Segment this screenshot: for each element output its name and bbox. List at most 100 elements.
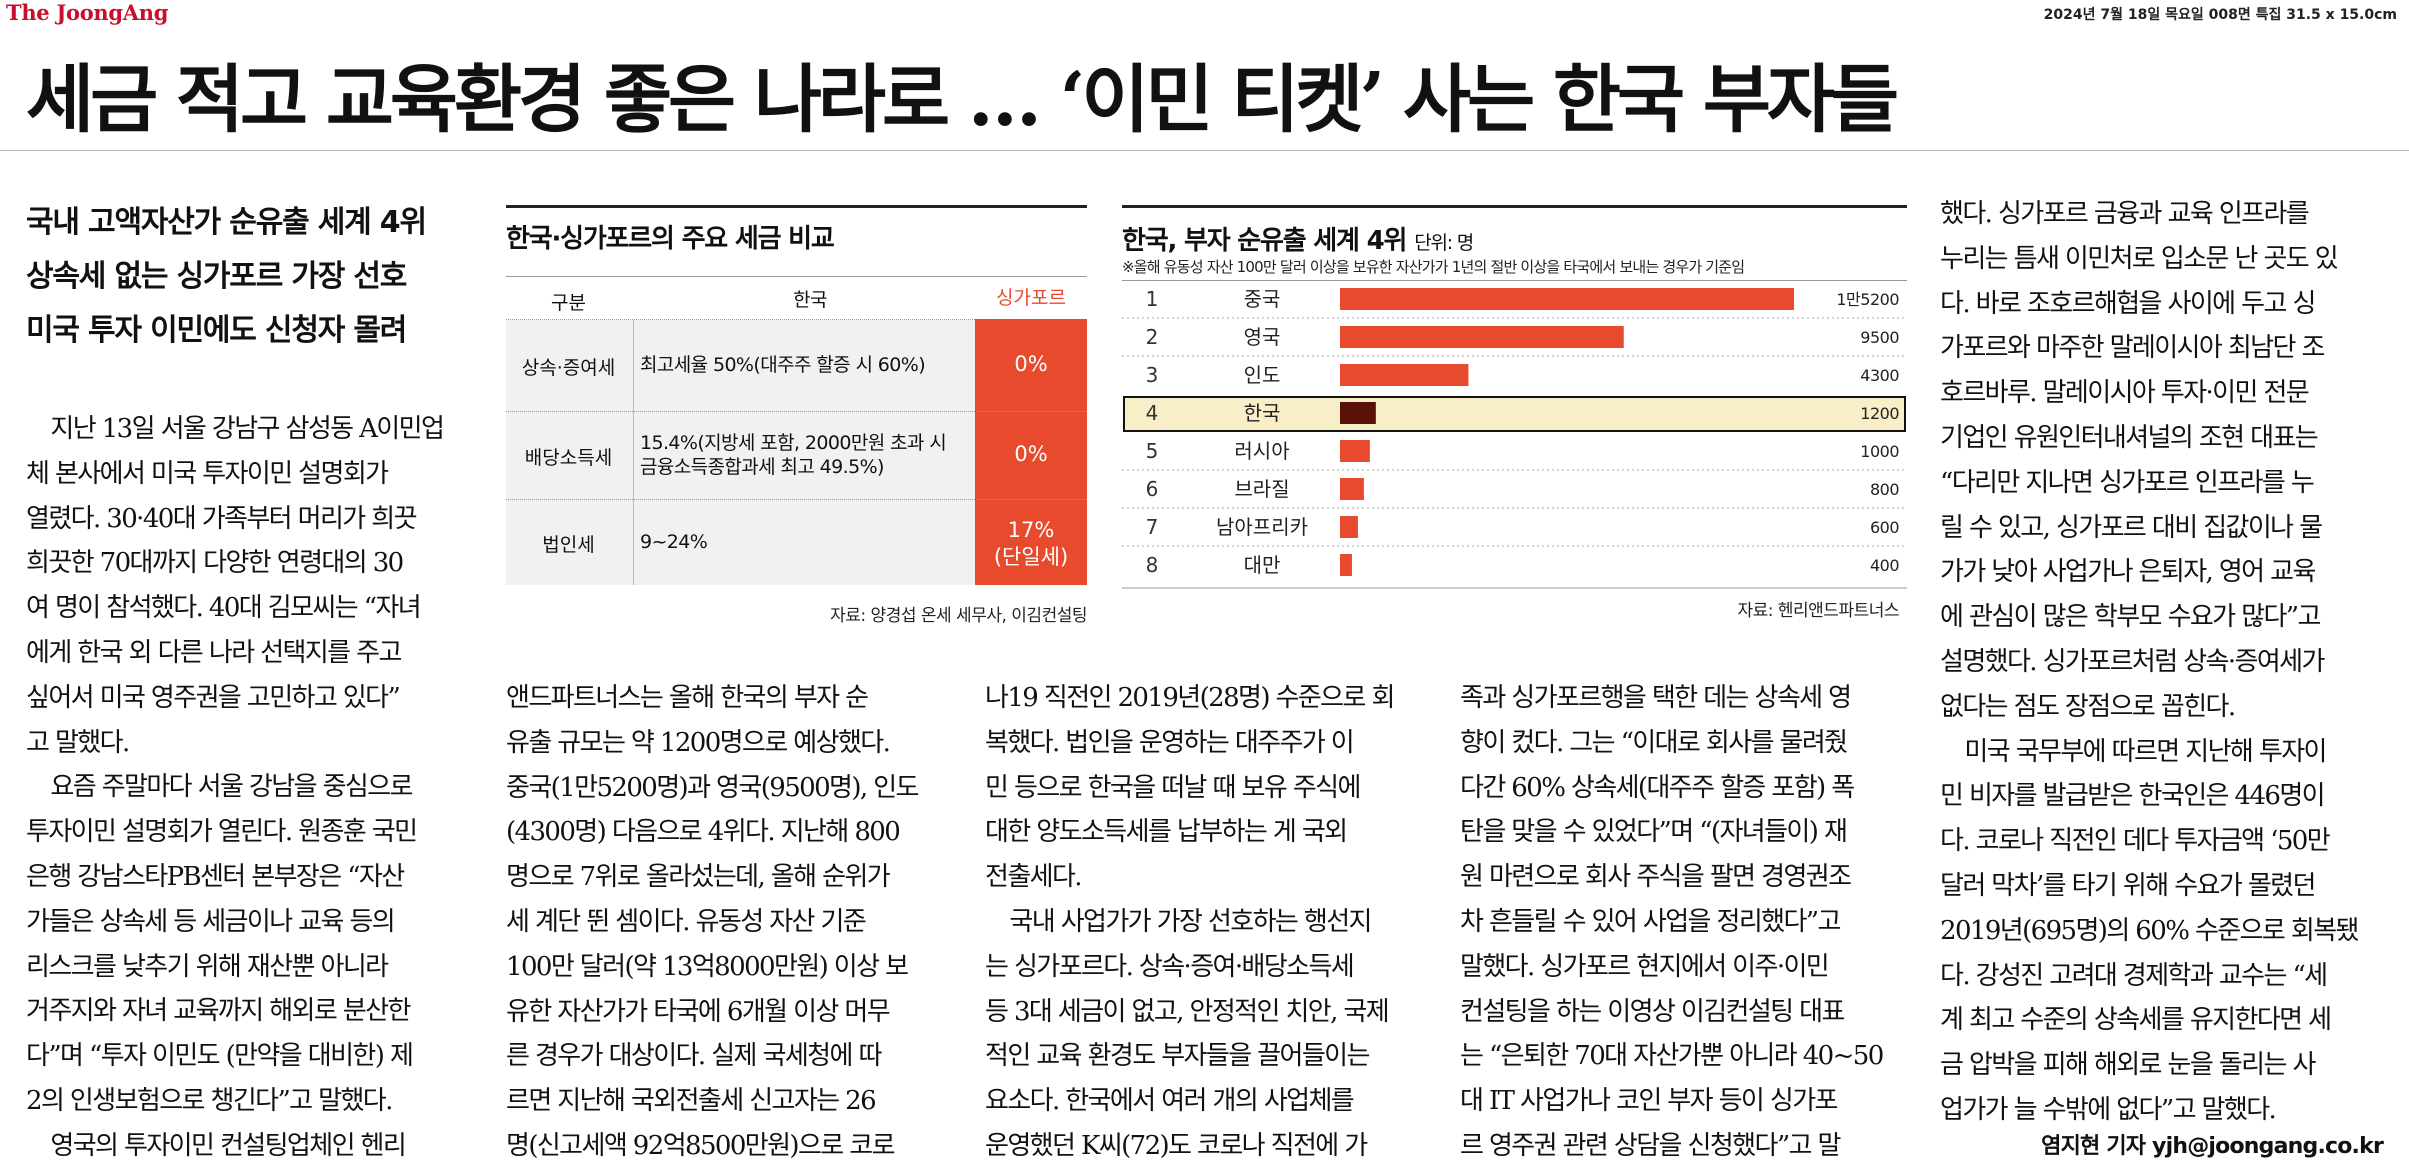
body-line: 족과 싱가포르행을 택한 데는 상속세 영 <box>1460 683 1852 713</box>
body-line: 요즘 주말마다 서울 강남을 중심으로 <box>26 772 413 803</box>
subhead-3: 미국 투자 이민에도 신청자 몰려 <box>26 313 407 348</box>
body-line: 대 IT 사업가나 코인 부자 등이 싱가포 <box>1460 1086 1838 1117</box>
body-line: 싶어서 미국 영주권을 고민하고 있다” <box>26 682 401 713</box>
rank-label: 5 <box>1146 439 1159 463</box>
row-singapore: 0% <box>1014 352 1048 376</box>
bar <box>1340 402 1376 424</box>
headline: 세금 적고 교육환경 좋은 나라로 … ‘이민 티켓’ 사는 한국 부자들 <box>26 57 1899 143</box>
body-line: 에게 한국 외 다른 나라 선택지를 주고 <box>26 637 402 668</box>
subheads: 국내 고액자산가 순유출 세계 4위 상속세 없는 싱가포르 가장 선호 미국 … <box>26 196 486 358</box>
body-line: 앤드파트너스는 올해 한국의 부자 순 <box>506 683 869 713</box>
body-line: 금 압박을 피해 해외로 눈을 돌리는 사 <box>1940 1050 2316 1081</box>
table-divider <box>633 277 634 585</box>
chart-box-rule <box>1122 205 1907 208</box>
row-label: 법인세 <box>542 534 595 556</box>
body-line: 원 마련으로 회사 주식을 팔면 경영권조 <box>1460 862 1852 893</box>
tax-table: 구분 한국 싱가포르 상속·증여세 최고세율 50%(대주주 할증 시 60%)… <box>506 276 1087 585</box>
body-line: 탄을 맞을 수 있었다”며 “(자녀들이) 재 <box>1460 817 1848 848</box>
tax-table-title: 한국·싱가포르의 주요 세금 비교 <box>506 224 835 254</box>
row-label: 상속·증여세 <box>521 357 616 379</box>
body-line: 적인 교육 환경도 부자들을 끌어들이는 <box>985 1041 1370 1072</box>
rank-label: 6 <box>1146 477 1159 501</box>
chart-title: 한국, 부자 순유출 세계 4위 <box>1122 226 1407 256</box>
value-label: 400 <box>1870 556 1899 575</box>
body-line: 호르바루. 말레이시아 투자·이민 전문 <box>1940 378 2310 409</box>
body-line: 투자이민 설명회가 열린다. 원종훈 국민 <box>26 817 418 848</box>
body-line: 릴 수 있고, 싱가포르 대비 집값이나 물 <box>1940 512 2323 543</box>
rank-label: 3 <box>1146 363 1159 387</box>
chart-source: 자료: 헨리앤드파트너스 <box>1737 601 1899 621</box>
tax-table-source: 자료: 양경섭 온세 세무사, 이김컨설팅 <box>830 606 1087 626</box>
body-line: 민 비자를 발급받은 한국인은 446명이 <box>1940 781 2326 812</box>
value-label: 9500 <box>1860 328 1899 347</box>
body-line: 체 본사에서 미국 투자이민 설명회가 <box>26 458 389 489</box>
body-line: 100만 달러(약 13억8000만원) 이상 보 <box>506 951 909 982</box>
body-line: 기업인 유원인터내셔널의 조현 대표는 <box>1940 422 2319 453</box>
row-korea: 9~24% <box>640 531 708 553</box>
row-singapore: 17% <box>1007 518 1055 542</box>
value-label: 4300 <box>1860 366 1899 385</box>
body-line: 중국(1만5200명)과 영국(9500명), 인도 <box>506 772 919 803</box>
body-line: (4300명) 다음으로 4위다. 지난해 800 <box>506 817 901 848</box>
subhead-2: 상속세 없는 싱가포르 가장 선호 <box>26 259 407 294</box>
chart-title-wrap: 한국, 부자 순유출 세계 4위 단위: 명 <box>1122 220 1907 256</box>
body-line: 요소다. 한국에서 여러 개의 사업체를 <box>985 1086 1355 1117</box>
outflow-chart-box: 한국, 부자 순유출 세계 4위 단위: 명 ※올해 유동성 자산 100만 달러… <box>1122 205 1907 621</box>
body-line: 는 “은퇴한 70대 자산가뿐 아니라 40~50 <box>1460 1041 1884 1072</box>
body-line: 지난 13일 서울 강남구 삼성동 A이민업 <box>26 414 444 444</box>
body-column-3: 나19 직전인 2019년(28명) 수준으로 회 복했다. 법인을 운영하는 대… <box>985 676 1440 1169</box>
bar-chart: 1 중국 1만5200 2 영국 9500 3 인도 4300 4 한국 1200 5 러시아 1000 6 브… <box>1122 280 1907 589</box>
body-line: 컨설팅을 하는 이영상 이김컨설팅 대표 <box>1460 996 1845 1027</box>
body-line: 르 영주권 관련 상담을 신청했다”고 말 <box>1460 1130 1841 1161</box>
rank-label: 7 <box>1146 515 1159 539</box>
body-line: 2의 인생보험으로 챙긴다”고 말했다. <box>26 1085 393 1116</box>
singapore-column <box>975 277 1087 585</box>
body-line: 누리는 틈새 이민처로 입소문 난 곳도 있 <box>1940 243 2339 274</box>
headline-rule <box>0 150 2409 151</box>
table-row: 법인세 9~24% <box>506 499 1087 585</box>
body-line: 여 명이 참석했다. 40대 김모씨는 “자녀 <box>26 593 422 624</box>
category-label: 브라질 <box>1234 477 1289 501</box>
body-line: 가들은 상속세 등 세금이나 교육 등의 <box>26 906 396 937</box>
body-line: 없다는 점도 장점으로 꼽힌다. <box>1940 691 2236 722</box>
body-line: 명으로 7위로 올라섰는데, 올해 순위가 <box>506 862 891 893</box>
brand-logo: The JoongAng <box>6 0 169 25</box>
body-line: 가포르와 마주한 말레이시아 최남단 조 <box>1940 333 2325 364</box>
body-line: 나19 직전인 2019년(28명) 수준으로 회 <box>985 683 1395 713</box>
category-label: 인도 <box>1244 363 1281 387</box>
category-label: 대만 <box>1244 553 1281 577</box>
body-line: 다. 코로나 직전인 데다 투자금액 ‘50만 <box>1940 826 2331 857</box>
value-label: 800 <box>1870 480 1899 499</box>
category-label: 남아프리카 <box>1216 515 1308 539</box>
value-label: 1만5200 <box>1836 290 1899 309</box>
body-line: 계 최고 수준의 상속세를 유지한다면 세 <box>1940 1005 2332 1036</box>
body-line: 영국의 투자이민 컨설팅업체인 헨리 <box>26 1130 406 1161</box>
bar <box>1340 554 1352 576</box>
chart-unit: 단위: 명 <box>1414 232 1474 254</box>
body-line: 민 등으로 한국을 떠날 때 보유 주식에 <box>985 772 1361 803</box>
bar <box>1340 364 1469 386</box>
body-line: 했다. 싱가포르 금융과 교육 인프라를 <box>1940 199 2310 229</box>
value-label: 1000 <box>1860 442 1899 461</box>
body-line: 르면 지난해 국외전출세 신고자는 26 <box>506 1086 877 1117</box>
body-line: 대한 양도소득세를 납부하는 게 국외 <box>985 817 1348 848</box>
body-line: 다. 바로 조호르해협을 사이에 두고 싱 <box>1940 288 2316 319</box>
body-line: 국내 사업가가 가장 선호하는 행선지 <box>985 906 1372 937</box>
bar <box>1340 326 1624 348</box>
body-column-2: 앤드파트너스는 올해 한국의 부자 순 유출 규모는 약 1200명으로 예상했다… <box>506 676 961 1169</box>
body-line: 향이 컸다. 그는 “이대로 회사를 물려줬 <box>1460 727 1848 758</box>
rank-label: 4 <box>1146 401 1159 425</box>
body-line: 는 싱가포르다. 상속·증여·배당소득세 <box>985 951 1355 982</box>
row-korea: 최고세율 50%(대주주 할증 시 60%) <box>640 354 926 376</box>
body-line: 차 흔들릴 수 있어 사업을 정리했다”고 <box>1460 906 1841 937</box>
body-line: “다리만 지나면 싱가포르 인프라를 누 <box>1940 467 2315 498</box>
body-line: 명(신고세액 92억8500만원)으로 코로 <box>506 1130 896 1161</box>
value-label: 1200 <box>1860 404 1899 423</box>
body-line: 달러 막차’를 타기 위해 수요가 몰렸던 <box>1940 870 2316 901</box>
rank-label: 2 <box>1146 325 1159 349</box>
row-label: 배당소득세 <box>524 447 613 469</box>
bar <box>1340 440 1370 462</box>
header-singapore: 싱가포르 <box>975 277 1087 322</box>
